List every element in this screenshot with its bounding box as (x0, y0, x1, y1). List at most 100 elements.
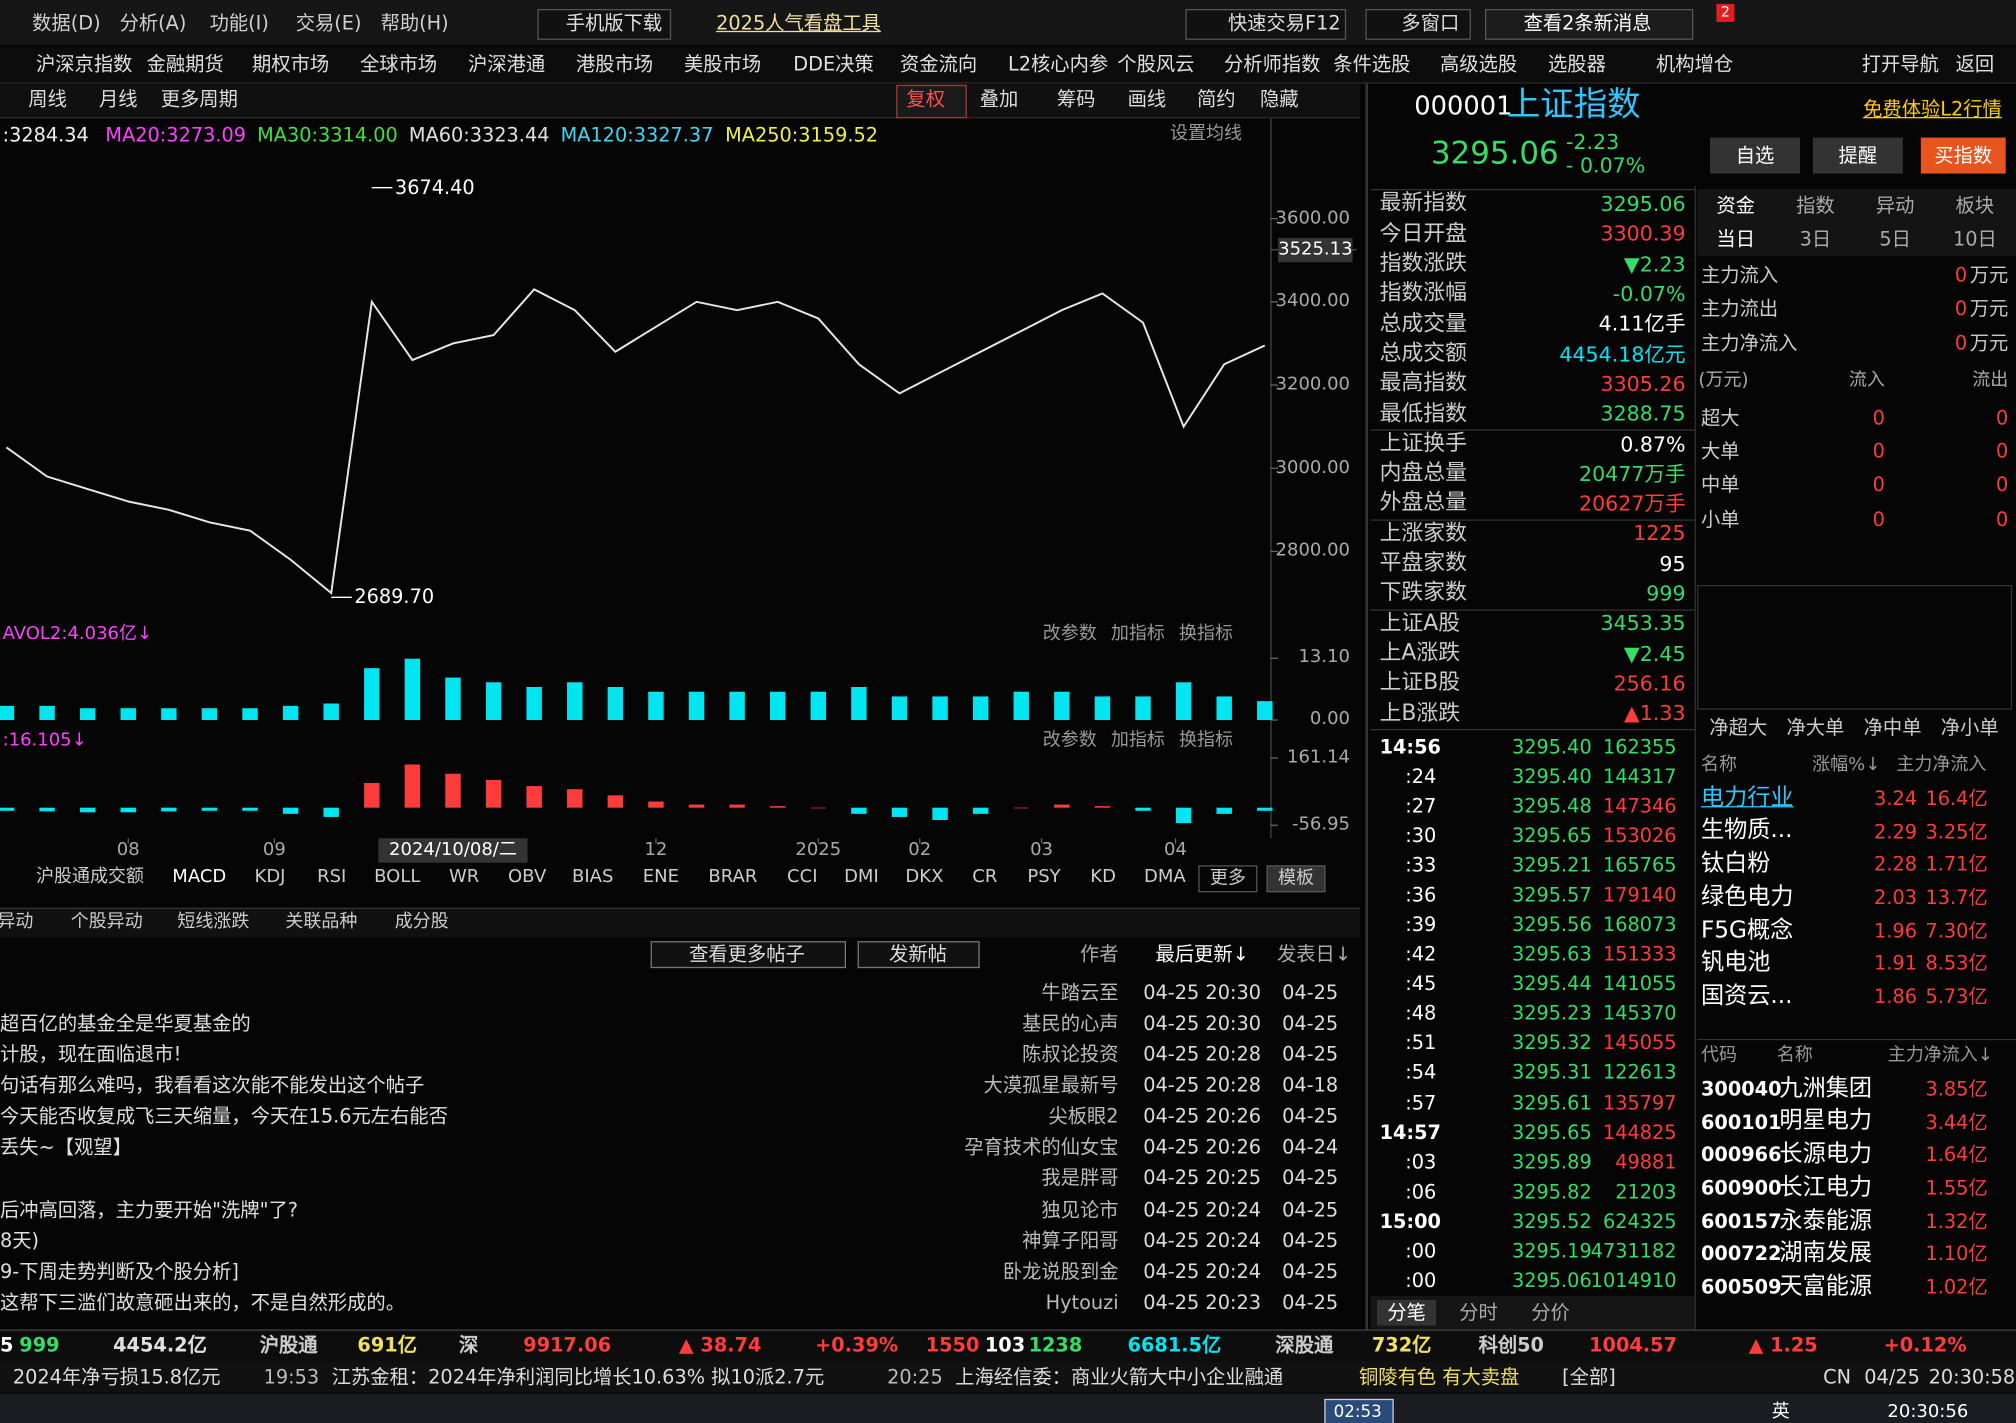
period-tab[interactable]: 周线 (28, 87, 67, 111)
fund-period[interactable]: 5日 (1879, 227, 1911, 251)
pane-button[interactable]: 加指标 (1110, 730, 1165, 752)
multi-window-button[interactable]: 多窗口 (1401, 11, 1460, 35)
stock-name[interactable]: 长江电力 (1779, 1173, 1872, 1201)
menu-item[interactable]: 数据(D) (32, 11, 101, 35)
nav-item[interactable]: 选股器 (1547, 52, 1606, 76)
news-item[interactable]: [全部] (1562, 1365, 1616, 1389)
forum-tab[interactable]: 异动 (0, 912, 34, 933)
post-title[interactable]: 计股，现在面临退市! (0, 1042, 182, 1066)
indicator-tab[interactable]: DKX (905, 867, 944, 888)
pane-button[interactable]: 换指标 (1178, 730, 1233, 752)
stock-name[interactable]: 湖南发展 (1779, 1239, 1872, 1267)
fund-tab[interactable]: 板块 (1955, 193, 1995, 218)
forum-tab[interactable]: 关联品种 (285, 912, 358, 933)
quick-trade-button[interactable]: 快速交易F12 (1227, 11, 1341, 35)
mobile-button[interactable]: 手机版下载 (565, 11, 663, 35)
sector-name[interactable]: 生物质... (1700, 817, 1793, 845)
nav-item[interactable]: L2核心内参 (1007, 52, 1109, 76)
post-title[interactable]: 丢失~【观望】 (0, 1135, 132, 1159)
indicator-tab[interactable]: DMI (844, 867, 879, 888)
tick-tab[interactable]: 分时 (1459, 1300, 1498, 1325)
forum-tab[interactable]: 个股异动 (70, 912, 143, 933)
menu-item[interactable]: 功能(I) (209, 11, 269, 35)
fund-tab[interactable]: 指数 (1796, 193, 1835, 218)
stock-name[interactable]: 天富能源 (1779, 1272, 1872, 1300)
nav-item[interactable]: 期权市场 (251, 52, 330, 76)
period-tab[interactable]: 月线 (98, 87, 138, 111)
post-title[interactable]: 超百亿的基金全是华夏基金的 (0, 1011, 251, 1035)
nav-item[interactable]: 个股风云 (1117, 52, 1195, 76)
fund-tab[interactable]: 资金 (1716, 193, 1756, 218)
new-post-button[interactable]: 发新帖 (889, 942, 947, 966)
nav-item[interactable]: 返回 (1955, 52, 1995, 76)
stock-name[interactable]: 永泰能源 (1779, 1206, 1872, 1234)
quote-button[interactable]: 买指数 (1934, 143, 1993, 167)
tool-button[interactable]: 简约 (1196, 87, 1236, 111)
stock-name[interactable]: 长源电力 (1779, 1140, 1872, 1168)
indicator-tab[interactable]: MACD (172, 867, 227, 888)
more-posts-button[interactable]: 查看更多帖子 (689, 942, 805, 966)
post-title[interactable]: 9-下周走势判断及个股分析] (0, 1259, 239, 1283)
menu-item[interactable]: 交易(E) (295, 11, 362, 35)
indicator-tab[interactable]: RSI (317, 867, 347, 888)
indicator-tab[interactable]: BRAR (708, 867, 758, 888)
pane-button[interactable]: 改参数 (1042, 624, 1097, 645)
fund-tab[interactable]: 异动 (1875, 193, 1915, 218)
indicator-tab[interactable]: PSY (1027, 867, 1061, 888)
sector-name[interactable]: 国资云... (1700, 982, 1793, 1010)
indicator-tab[interactable]: BIAS (572, 867, 614, 888)
tool-button[interactable]: 复权 (906, 87, 946, 111)
tool-button[interactable]: 画线 (1127, 87, 1167, 111)
sector-name[interactable]: F5G概念 (1700, 916, 1794, 944)
tool-button[interactable]: 隐藏 (1259, 87, 1299, 111)
sector-name[interactable]: 钒电池 (1700, 949, 1771, 977)
l2-link[interactable]: 免费体验L2行情 (1863, 97, 2002, 121)
indicator-tab[interactable]: WR (448, 867, 480, 888)
nav-item[interactable]: 资金流向 (899, 52, 978, 76)
post-title[interactable]: 8天) (0, 1228, 40, 1252)
nav-item[interactable]: 金融期货 (146, 52, 224, 76)
nav-item[interactable]: 机构增仓 (1655, 52, 1734, 76)
nav-item[interactable]: 高级选股 (1439, 52, 1518, 76)
indicator-tab[interactable]: BOLL (374, 867, 421, 888)
post-title[interactable]: 后冲高回落，主力要开始"洗牌"了? (0, 1197, 298, 1221)
ma-setting[interactable]: 设置均线 (1169, 124, 1242, 145)
fund-period[interactable]: 3日 (1799, 227, 1832, 251)
nav-item[interactable]: 全球市场 (359, 52, 438, 76)
menu-item[interactable]: 帮助(H) (380, 11, 449, 35)
quote-button[interactable]: 自选 (1735, 143, 1775, 167)
nav-item[interactable]: 美股市场 (683, 52, 762, 76)
post-title[interactable]: 句话有那么难吗，我看看这次能不能发出这个帖子 (0, 1073, 425, 1097)
pane-button[interactable]: 换指标 (1178, 624, 1233, 645)
pane-button[interactable]: 改参数 (1042, 730, 1097, 752)
stock-name[interactable]: 九洲集团 (1779, 1074, 1872, 1102)
tick-tab[interactable]: 分笔 (1376, 1299, 1437, 1326)
pane-button[interactable]: 加指标 (1110, 624, 1165, 645)
tick-tab[interactable]: 分价 (1531, 1300, 1570, 1325)
nav-item[interactable]: 分析师指数 (1223, 52, 1321, 76)
nav-item[interactable]: 打开导航 (1861, 52, 1939, 76)
sector-name[interactable]: 绿色电力 (1700, 883, 1794, 911)
tool-link[interactable]: 2025人气看盘工具 (716, 11, 881, 35)
nav-item[interactable]: 沪深港通 (467, 52, 546, 76)
tool-button[interactable]: 叠加 (979, 87, 1019, 111)
stock-name[interactable]: 明星电力 (1779, 1107, 1872, 1135)
fund-period[interactable]: 10日 (1952, 227, 1997, 251)
indicator-tab[interactable]: ENE (642, 867, 679, 888)
messages-button[interactable]: 查看2条新消息 (1523, 11, 1652, 35)
indicator-tab[interactable]: OBV (507, 867, 547, 888)
forum-tab[interactable]: 成分股 (394, 912, 449, 933)
indicator-tab[interactable]: CCI (787, 867, 818, 888)
period-tab[interactable]: 更多周期 (160, 87, 238, 111)
nav-item[interactable]: 港股市场 (575, 52, 654, 76)
sector-name[interactable]: 电力行业 (1700, 783, 1794, 811)
indicator-tab[interactable]: 更多 (1198, 865, 1258, 893)
indicator-tab[interactable]: 沪股通成交额 (35, 867, 144, 888)
indicator-tab[interactable]: DMA (1144, 867, 1186, 888)
indicator-tab[interactable]: KDJ (254, 867, 286, 888)
post-title[interactable]: 今天能否收复成飞三天缩量，今天在15.6元左右能否 (0, 1104, 448, 1128)
indicator-tab[interactable]: 模板 (1266, 865, 1326, 893)
nav-item[interactable]: 沪深京指数 (35, 52, 133, 76)
indicator-tab[interactable]: CR (972, 867, 998, 888)
nav-item[interactable]: 条件选股 (1333, 52, 1411, 76)
